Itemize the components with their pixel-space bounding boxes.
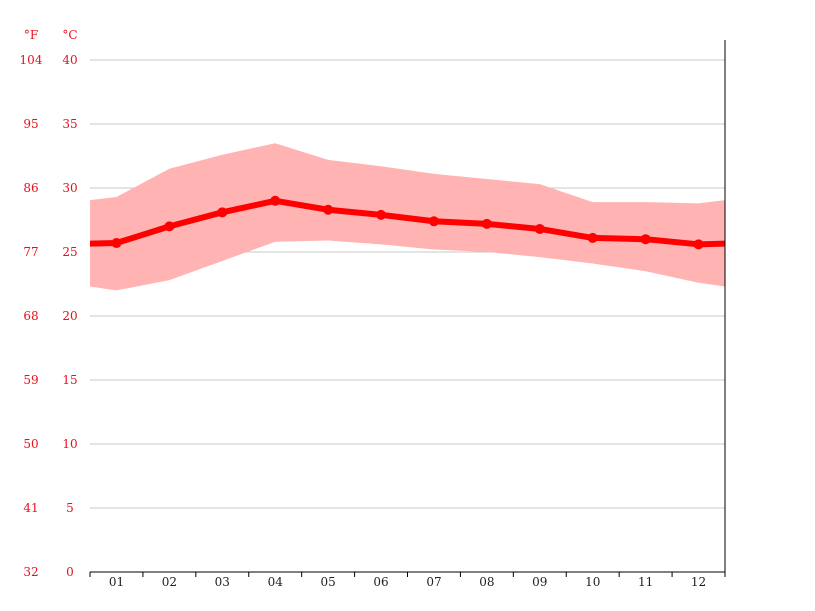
average-data-point bbox=[640, 234, 651, 245]
celsius-tick-label: 35 bbox=[62, 117, 77, 131]
month-tick-label: 02 bbox=[162, 575, 177, 589]
average-data-point bbox=[428, 216, 439, 227]
month-tick-label: 11 bbox=[638, 575, 653, 589]
average-data-point bbox=[693, 239, 704, 250]
average-data-point bbox=[481, 218, 492, 229]
celsius-tick-label: 20 bbox=[62, 309, 77, 323]
average-data-point bbox=[270, 195, 281, 206]
month-tick-label: 05 bbox=[320, 575, 335, 589]
average-data-point bbox=[111, 238, 122, 249]
average-data-point bbox=[534, 223, 545, 234]
y-axis-labels: °F °C 0 32 5 41 10 50 15 59 20 68 25 77 30 86 35 95 40 10… bbox=[20, 28, 78, 579]
celsius-tick-label: 30 bbox=[62, 181, 77, 195]
month-tick-label: 07 bbox=[426, 575, 441, 589]
celsius-tick-label: 25 bbox=[62, 245, 77, 259]
celsius-tick-label: 5 bbox=[66, 501, 74, 515]
month-tick-label: 12 bbox=[691, 575, 706, 589]
grid-lines bbox=[90, 59, 725, 509]
x-axis-labels: 01 02 03 04 05 06 07 08 09 10 11 12 bbox=[109, 575, 706, 589]
month-tick-label: 08 bbox=[479, 575, 494, 589]
average-data-point bbox=[587, 232, 598, 243]
celsius-tick-label: 10 bbox=[62, 437, 77, 451]
month-tick-label: 03 bbox=[215, 575, 230, 589]
month-tick-label: 10 bbox=[585, 575, 600, 589]
fahrenheit-tick-label: 95 bbox=[23, 117, 38, 131]
average-data-point bbox=[164, 221, 175, 232]
celsius-unit-label: °C bbox=[62, 28, 77, 42]
average-data-point bbox=[323, 204, 334, 215]
average-line-path bbox=[89, 197, 726, 248]
fahrenheit-tick-label: 32 bbox=[23, 565, 38, 579]
fahrenheit-tick-label: 104 bbox=[20, 53, 43, 67]
axes bbox=[89, 40, 726, 577]
month-tick-label: 06 bbox=[373, 575, 388, 589]
fahrenheit-tick-label: 41 bbox=[23, 501, 38, 515]
fahrenheit-tick-label: 59 bbox=[23, 373, 38, 387]
fahrenheit-tick-label: 86 bbox=[23, 181, 38, 195]
celsius-tick-label: 40 bbox=[62, 53, 77, 67]
average-data-point bbox=[217, 207, 228, 218]
month-tick-label: 01 bbox=[109, 575, 124, 589]
average-temperature-line bbox=[89, 195, 726, 250]
fahrenheit-tick-label: 50 bbox=[23, 437, 38, 451]
month-tick-label: 09 bbox=[532, 575, 547, 589]
fahrenheit-tick-label: 77 bbox=[23, 245, 38, 259]
average-data-point bbox=[376, 209, 387, 220]
celsius-tick-label: 15 bbox=[62, 373, 77, 387]
fahrenheit-unit-label: °F bbox=[24, 28, 38, 42]
celsius-tick-label: 0 bbox=[66, 565, 74, 579]
fahrenheit-tick-label: 68 bbox=[23, 309, 38, 323]
month-tick-label: 04 bbox=[268, 575, 284, 589]
